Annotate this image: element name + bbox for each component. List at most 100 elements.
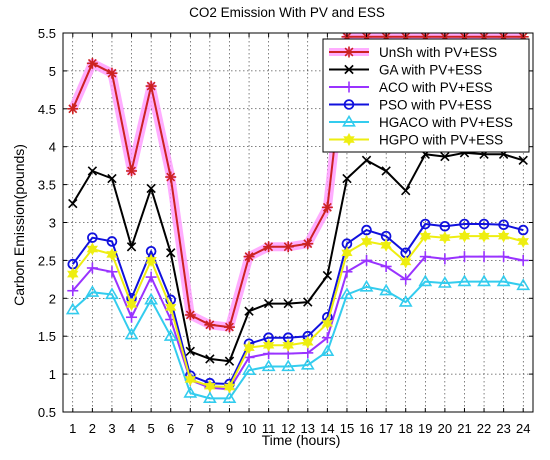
data-point [322,270,333,281]
y-tick-label: 2.5 [38,253,56,268]
marker-shape [282,338,294,352]
marker-shape [202,391,217,404]
x-tick-label: 5 [148,421,155,436]
marker-shape [261,359,276,372]
y-tick-label: 2 [49,291,56,306]
data-point [439,253,451,265]
marker-shape [87,232,98,243]
marker-stroke [225,322,234,332]
x-axis-label: Time (hours) [262,432,341,448]
marker-stroke [185,310,195,320]
marker-stroke [263,298,274,309]
data-point [146,183,156,194]
marker-shape [281,359,296,372]
data-point [360,234,373,248]
marker-stroke [518,155,528,166]
marker-stroke [440,151,450,162]
data-point [321,201,333,213]
data-point [398,295,413,307]
marker-shape [164,300,177,314]
data-point [262,338,275,352]
marker-shape [342,114,356,127]
marker-shape [124,327,139,340]
legend-label: PSO with PV+ESS [379,98,492,113]
marker-shape [361,224,372,236]
data-point [204,319,216,331]
data-point [283,298,293,309]
series-layer [65,33,531,404]
marker-shape [360,234,373,248]
data-point [184,309,196,321]
x-tick-label: 15 [340,421,354,436]
data-point [183,385,198,398]
data-point [224,356,235,366]
grid [63,32,533,413]
marker-stroke [283,242,293,252]
data-point [144,292,159,305]
data-point [281,359,296,372]
marker-stroke [342,173,352,184]
data-point [243,251,255,263]
data-point [126,311,138,323]
data-point [418,274,433,287]
data-point [458,229,471,243]
data-point [67,267,79,281]
data-point [440,151,450,162]
marker-stroke [185,346,195,357]
data-point [419,229,432,243]
marker-shape [242,363,256,375]
data-point [379,283,394,296]
marker-stroke [68,104,78,114]
data-point [205,354,215,364]
marker-stroke [322,270,333,281]
data-point [320,344,335,357]
marker-shape [478,218,490,230]
data-point [321,332,333,344]
x-tick-label: 23 [496,421,510,436]
marker-stroke [244,252,254,262]
data-point [300,357,315,370]
marker-shape [497,229,510,243]
data-point [517,234,529,248]
data-point [242,363,256,375]
data-point [106,247,118,261]
data-point [342,173,352,184]
data-point [125,297,138,311]
data-point [302,335,314,349]
marker-stroke [322,202,332,212]
data-point [302,238,314,250]
legend-label: HGACO with PV+ESS [379,115,513,130]
data-point [361,224,372,236]
marker-stroke [107,173,117,184]
data-point [145,253,157,267]
data-point [459,218,470,230]
marker-shape [144,292,159,305]
marker-shape [359,279,374,292]
data-point [164,300,177,314]
legend-entry: HGPO with PV+ESS [329,133,503,148]
axes: 1 2 3 4 5 6 7 8 9 10 11 12 13 14 15 16 17 18 19 20 21 22 23 240… [38,26,534,436]
data-point [340,287,354,300]
marker-shape [341,246,353,260]
y-tick-label: 4 [49,140,56,155]
y-tick-label: 3 [49,216,56,231]
data-point [85,285,100,297]
data-point [204,379,216,393]
data-point [124,327,139,340]
marker-stroke [244,306,254,316]
data-point [67,285,79,297]
data-point [86,242,99,256]
data-point [478,251,490,263]
marker-stroke [107,68,117,78]
y-axis-label: Carbon Emission(pounds) [11,144,27,306]
x-tick-label: 16 [359,421,373,436]
data-point [105,287,119,300]
data-point [106,266,118,278]
data-point [478,218,490,230]
data-point [223,321,235,333]
marker-shape [85,285,100,297]
marker-stroke [283,298,293,309]
marker-shape [302,335,314,349]
x-tick-label: 4 [128,421,135,436]
series-5 [67,229,529,394]
